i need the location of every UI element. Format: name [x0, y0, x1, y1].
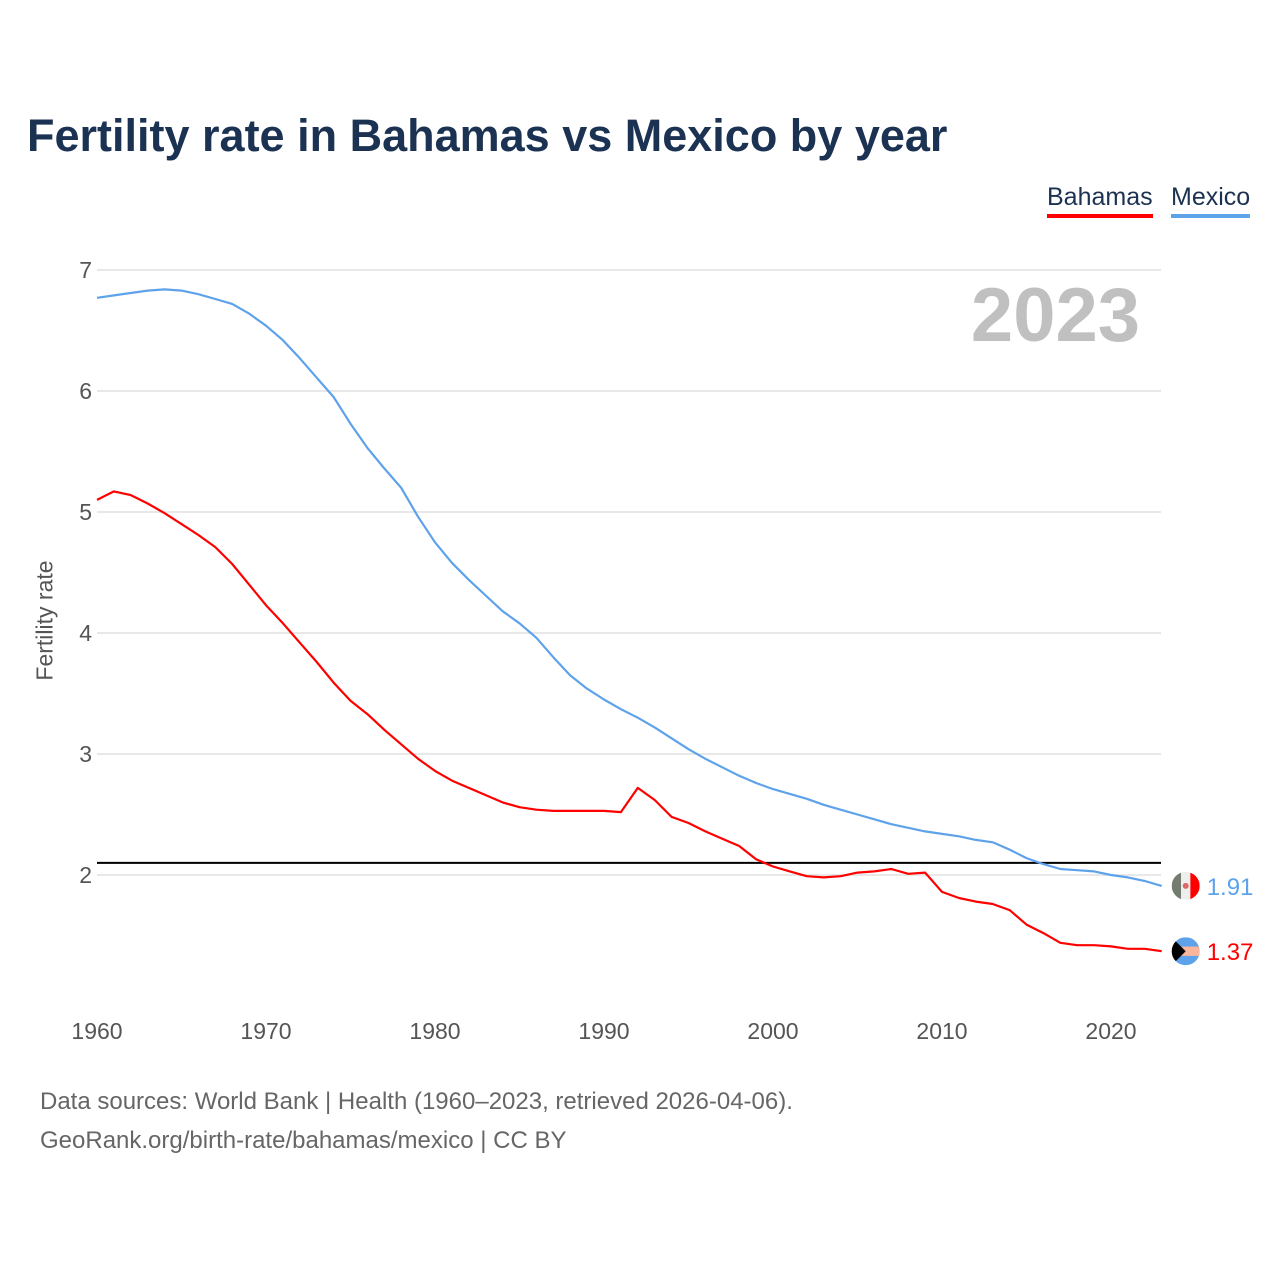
series-line-bahamas [96, 490, 1162, 953]
bahamas-flag-icon [1171, 937, 1200, 966]
x-tick-label: 2000 [747, 1018, 798, 1044]
end-value-label-mexico: 1.91 [1207, 874, 1254, 901]
y-tick-label: 6 [79, 378, 92, 404]
footer-link[interactable]: GeoRank.org/birth-rate/bahamas/mexico | … [40, 1127, 567, 1154]
legend-bahamas[interactable]: Bahamas [1047, 183, 1153, 218]
legend-mexico[interactable]: Mexico [1171, 183, 1251, 218]
y-tick-label: 7 [79, 257, 92, 283]
mexico-flag-icon [1171, 871, 1200, 900]
x-tick-label: 1980 [409, 1018, 460, 1044]
x-tick-label: 2020 [1085, 1018, 1136, 1044]
x-tick-label: 1970 [240, 1018, 291, 1044]
y-tick-label: 4 [79, 620, 92, 646]
series-line-mexico [96, 288, 1163, 887]
x-tick-label: 1990 [578, 1018, 629, 1044]
year-label: 2023 [970, 273, 1140, 358]
chart-title: Fertility rate in Bahamas vs Mexico by y… [27, 110, 948, 161]
y-tick-label: 3 [79, 741, 92, 767]
footer-sources: Data sources: World Bank | Health (1960–… [40, 1088, 793, 1115]
y-tick-label: 5 [79, 499, 92, 525]
x-tick-label: 1960 [71, 1018, 122, 1044]
y-tick-label: 2 [79, 862, 92, 888]
x-tick-label: 2010 [916, 1018, 967, 1044]
end-value-label-bahamas: 1.37 [1207, 939, 1254, 966]
